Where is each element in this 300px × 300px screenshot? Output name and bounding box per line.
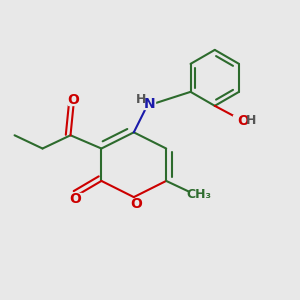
Bar [131, 200, 141, 209]
Bar [70, 194, 82, 204]
Bar [68, 96, 79, 105]
Bar [190, 190, 207, 199]
Text: H: H [135, 93, 146, 106]
Text: O: O [69, 192, 81, 206]
Bar [233, 115, 251, 125]
Text: O: O [237, 114, 249, 128]
Bar [143, 100, 155, 109]
Text: O: O [130, 197, 142, 212]
Text: CH₃: CH₃ [186, 188, 211, 201]
Text: H: H [246, 114, 256, 127]
Text: N: N [144, 97, 156, 111]
Text: O: O [68, 93, 80, 107]
